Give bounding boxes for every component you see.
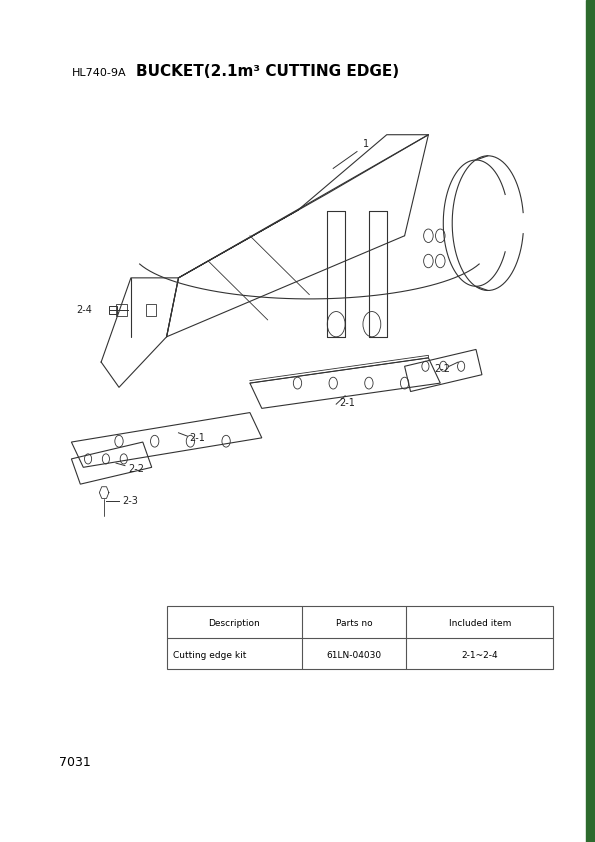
Bar: [586, 0, 595, 842]
Text: Description: Description: [208, 620, 260, 628]
Bar: [116, 304, 127, 316]
Text: 2-4: 2-4: [76, 305, 92, 315]
Text: Cutting edge kit: Cutting edge kit: [173, 651, 246, 660]
Text: 2-2: 2-2: [128, 463, 144, 473]
Bar: [146, 304, 156, 316]
Text: 2-1: 2-1: [189, 433, 205, 443]
Text: 2-3: 2-3: [122, 496, 138, 506]
Text: 2-1~2-4: 2-1~2-4: [462, 651, 498, 660]
Text: 1: 1: [363, 139, 369, 149]
Text: Included item: Included item: [449, 620, 511, 628]
Bar: [109, 306, 117, 314]
Text: 2-2: 2-2: [434, 364, 450, 374]
Text: 7031: 7031: [60, 756, 91, 770]
Text: 61LN-04030: 61LN-04030: [327, 651, 382, 660]
Text: BUCKET(2.1m³ CUTTING EDGE): BUCKET(2.1m³ CUTTING EDGE): [136, 64, 399, 79]
Text: Parts no: Parts no: [336, 620, 372, 628]
Text: 2-1: 2-1: [339, 397, 355, 408]
Text: HL740-9A: HL740-9A: [71, 67, 126, 77]
Bar: [167, 606, 553, 669]
